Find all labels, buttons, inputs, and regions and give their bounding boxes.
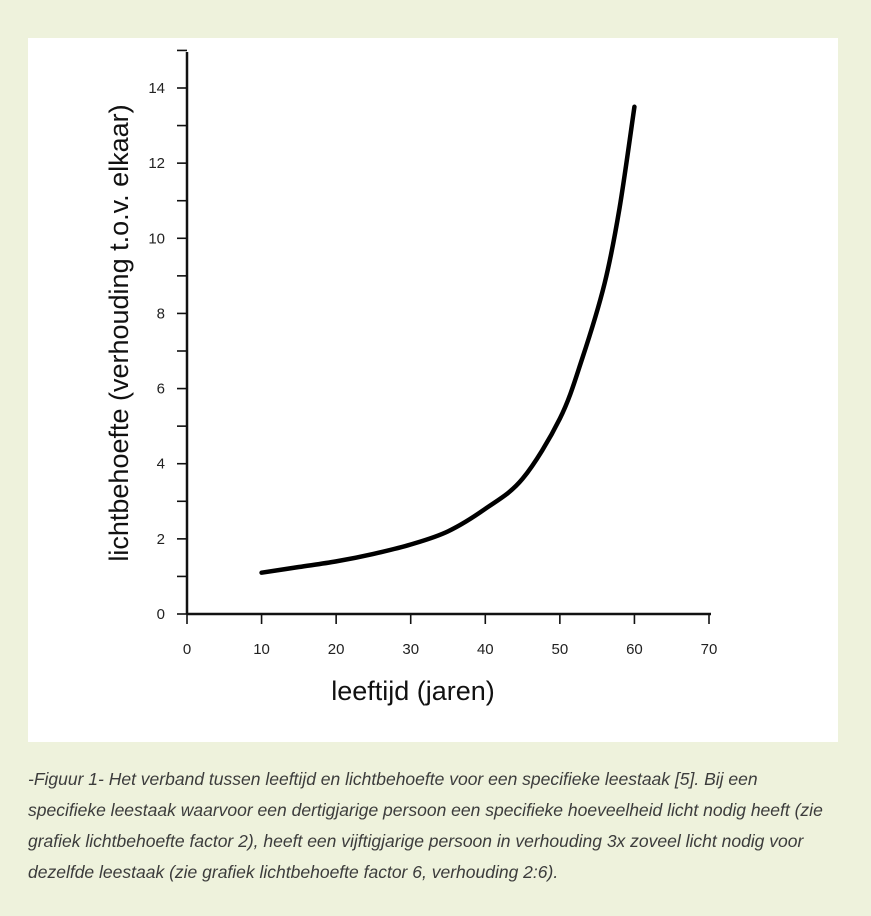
x-tick-label: 50 bbox=[552, 641, 569, 658]
line-chart: 0 2 4 6 8 10 12 14 0 10 20 30 40 50 60 70 leeftijd (jar… bbox=[104, 49, 718, 706]
x-tick-label: 70 bbox=[701, 641, 718, 658]
y-tick-label: 6 bbox=[157, 381, 165, 398]
y-tick-label: 0 bbox=[157, 606, 165, 623]
figure-caption: -Figuur 1- Het verband tussen leeftijd e… bbox=[28, 769, 823, 882]
series bbox=[259, 104, 637, 575]
x-tick-label: 20 bbox=[328, 641, 345, 658]
x-tick-label: 0 bbox=[183, 641, 191, 658]
y-tick-label: 10 bbox=[148, 230, 165, 247]
y-tick-label: 2 bbox=[157, 531, 165, 548]
x-tick-label: 10 bbox=[253, 641, 270, 658]
x-tick-label: 60 bbox=[626, 641, 643, 658]
y-axis-title: lichtbehoefte (verhouding t.o.v. elkaar) bbox=[104, 104, 134, 561]
y-tick-label: 4 bbox=[157, 456, 165, 473]
x-tick-label: 40 bbox=[477, 641, 494, 658]
y-tick-label: 12 bbox=[148, 155, 165, 172]
ticks: 0 2 4 6 8 10 12 14 0 10 20 30 40 50 60 70 bbox=[148, 49, 718, 658]
y-tick-label: 8 bbox=[157, 305, 165, 322]
axes bbox=[185, 52, 711, 616]
x-axis-title: leeftijd (jaren) bbox=[331, 676, 495, 706]
x-tick-label: 30 bbox=[402, 641, 419, 658]
chart-area bbox=[28, 38, 838, 742]
series-line bbox=[259, 104, 637, 575]
y-tick-label: 14 bbox=[148, 80, 165, 97]
